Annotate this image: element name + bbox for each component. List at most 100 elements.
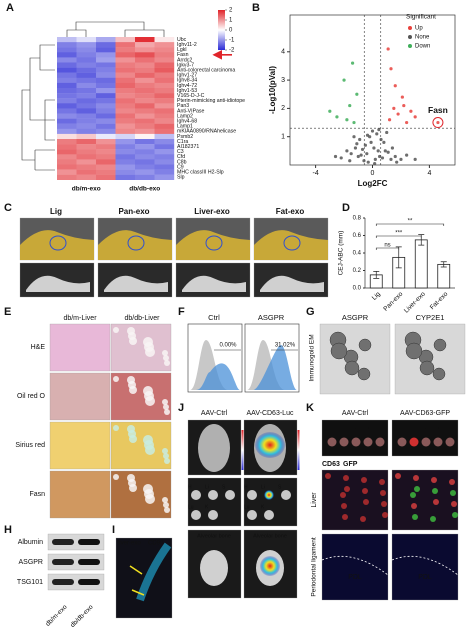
organ [281, 490, 291, 500]
label: Ighv11-2 [177, 42, 197, 48]
label: H&E [31, 344, 46, 351]
mouse [198, 424, 230, 472]
label: -Log10(pVal) [268, 66, 277, 114]
point [413, 157, 417, 161]
heatmap-cell [96, 149, 116, 155]
point [377, 128, 381, 132]
label: Pan-exo [382, 290, 404, 312]
histology-image [110, 372, 172, 421]
label: K [378, 425, 382, 431]
label: Liver-exo [194, 207, 230, 216]
significance-bracket [375, 235, 422, 238]
label: 4 [281, 49, 285, 56]
cell [362, 488, 368, 494]
histology-image [110, 421, 172, 470]
colorbar [218, 10, 225, 50]
vesicle [432, 367, 446, 381]
organ [208, 490, 218, 500]
blot-strip [47, 573, 105, 591]
heatmap-cell [76, 67, 97, 73]
roi-circle [127, 235, 145, 251]
heatmap-cell [76, 144, 97, 150]
organ [264, 510, 274, 520]
heatmap-cell [115, 67, 136, 73]
vacuole [127, 474, 135, 482]
point [378, 154, 382, 159]
point [345, 118, 349, 122]
label: Lig [371, 290, 382, 301]
heatmap-cell [154, 103, 175, 109]
point [376, 149, 380, 153]
organ [339, 437, 349, 447]
point [399, 157, 403, 161]
heatmap-cell [115, 113, 136, 119]
label: Liver-exo [403, 290, 427, 314]
heatmap-cell [135, 77, 155, 84]
point [365, 133, 370, 137]
heatmap-cell [76, 88, 97, 94]
heatmap-cell [115, 139, 136, 145]
heatmap-cell [57, 82, 77, 89]
heatmap-cell [76, 47, 97, 53]
cell [382, 512, 388, 518]
label: H [330, 425, 334, 431]
heatmap-cell [57, 164, 77, 170]
heatmap-cell [96, 62, 116, 68]
panel-label: I [112, 524, 115, 536]
heatmap-cell [115, 118, 136, 124]
heatmap-cell [57, 37, 77, 43]
band [52, 579, 74, 585]
heatmap-cell [135, 72, 155, 78]
heatmap-cell [115, 72, 136, 78]
heatmap-cell [57, 42, 77, 48]
heatmap-cell [57, 174, 77, 180]
point [389, 157, 393, 161]
heatmap-cell [76, 42, 97, 48]
label: Li [412, 425, 416, 431]
label: ASGPR [18, 559, 43, 566]
heatmap-cell [76, 72, 97, 78]
heatmap-cell [154, 149, 175, 155]
label: Anti-VIPase [177, 108, 205, 114]
heatmap-cell [135, 174, 155, 180]
cell [451, 501, 457, 507]
label: Li [261, 484, 265, 490]
heatmap-cell [135, 93, 155, 99]
vesicle [357, 367, 371, 381]
heatmap-cell [135, 57, 155, 63]
point [409, 109, 413, 113]
vacuole [163, 404, 169, 410]
heatmap-cell [154, 47, 175, 53]
heatmap-cell [96, 164, 116, 170]
heatmap-cell [76, 123, 97, 129]
cell [363, 499, 369, 505]
point [386, 47, 390, 51]
blot-strip [47, 553, 105, 571]
heatmap-cell [76, 133, 97, 140]
label: Fat-exo [429, 290, 450, 311]
heatmap-cell [115, 47, 136, 53]
label: Lu [365, 425, 371, 431]
heatmap-cell [96, 144, 116, 150]
dendrogram [21, 44, 55, 171]
heatmap-cell [96, 169, 116, 175]
label: Anti-colorectal carcinoma [177, 68, 235, 74]
label: H [188, 484, 192, 490]
vacuole [113, 327, 119, 333]
heatmap-cell [76, 82, 97, 89]
label: Alveolar bone [253, 533, 287, 539]
label: S [354, 425, 358, 431]
heatmap-cell [115, 123, 136, 129]
vacuole [162, 399, 168, 405]
heatmap-cell [135, 52, 155, 58]
heatmap-cell [57, 123, 77, 129]
heatmap-cell [96, 57, 116, 63]
label: Periodontal ligament [311, 537, 318, 596]
label: Igkv3-7 [177, 62, 194, 68]
label: CEJ-ABC (mm) [338, 231, 345, 276]
cell [361, 477, 367, 483]
heatmap-cell [115, 52, 136, 58]
heatmap-cell [135, 62, 155, 68]
point [335, 115, 339, 119]
heatmap-cell [76, 164, 97, 170]
